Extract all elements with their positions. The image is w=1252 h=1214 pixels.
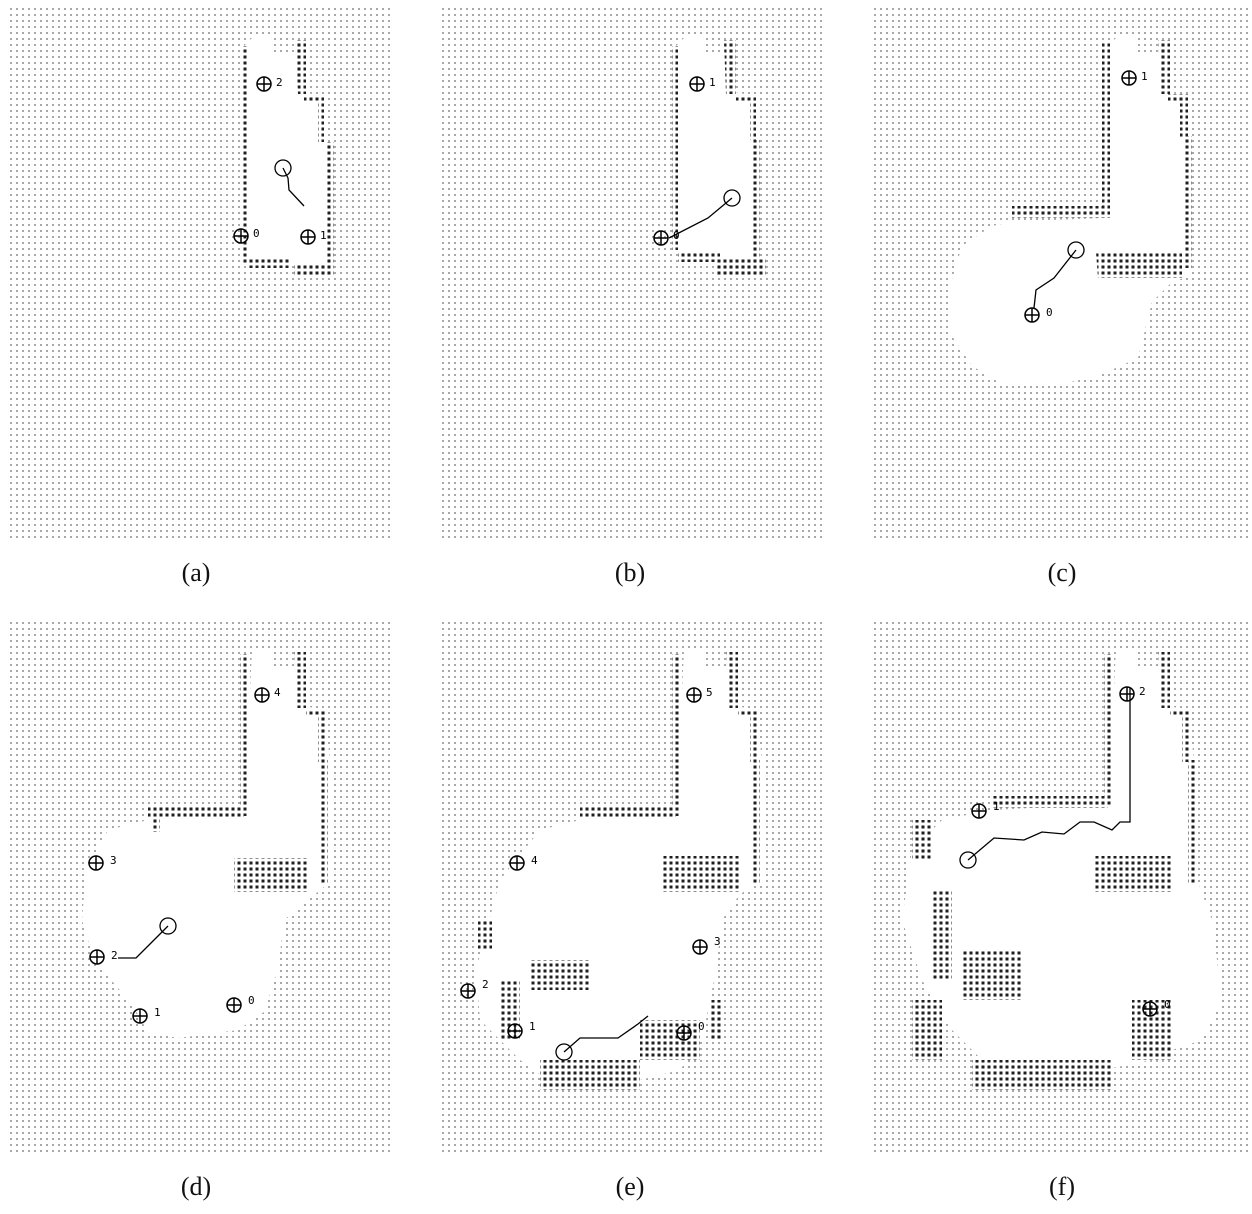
marker-e-4-label: 1 xyxy=(529,1020,536,1033)
panel-e: 5 4 3 2 1 0 xyxy=(440,620,824,1155)
marker-f-2-icon xyxy=(1142,1001,1158,1017)
robot-a xyxy=(274,159,305,207)
marker-b-0-label: 1 xyxy=(709,76,716,89)
marker-e-4-icon xyxy=(507,1023,523,1039)
marker-d-0-icon xyxy=(254,687,270,703)
unknown-area xyxy=(8,6,392,541)
marker-d-0-label: 4 xyxy=(274,686,281,699)
marker-e-3-label: 2 xyxy=(482,978,489,991)
marker-c-0-label: 1 xyxy=(1141,70,1148,83)
marker-c-1-icon xyxy=(1024,307,1040,323)
obstacle-cells xyxy=(912,652,1196,1090)
marker-c-1-label: 0 xyxy=(1046,306,1053,319)
map-d: 4 3 2 1 0 xyxy=(8,620,392,1155)
marker-e-3-icon xyxy=(460,983,476,999)
marker-a-0-icon xyxy=(256,76,272,92)
obstacle-cells xyxy=(478,652,760,1090)
panel-d: 4 3 2 1 0 xyxy=(8,620,392,1155)
marker-a-2-label: 1 xyxy=(320,229,327,242)
marker-b-1-label: 0 xyxy=(673,229,680,242)
panel-b: 1 0 xyxy=(440,6,824,541)
robot-e xyxy=(555,1015,649,1061)
marker-d-3-icon xyxy=(132,1008,148,1024)
robot-f xyxy=(959,688,1131,869)
panel-c: 1 0 xyxy=(872,6,1248,541)
panel-c-caption: (c) xyxy=(1047,558,1077,587)
marker-e-2-icon xyxy=(692,939,708,955)
robot-b xyxy=(668,189,741,239)
marker-c-0-icon xyxy=(1121,70,1137,86)
marker-d-1-label: 3 xyxy=(110,854,117,867)
marker-e-0-icon xyxy=(686,687,702,703)
marker-a-2-icon xyxy=(300,229,316,245)
obstacle-cells xyxy=(242,40,334,276)
marker-f-0-label: 2 xyxy=(1139,685,1146,698)
free-space xyxy=(244,36,332,272)
panel-a-caption: (a) xyxy=(181,558,211,587)
marker-e-1-icon xyxy=(509,855,525,871)
marker-e-0-label: 5 xyxy=(706,686,713,699)
map-a: 2 0 1 xyxy=(8,6,392,541)
panel-b-caption: (b) xyxy=(614,558,646,587)
marker-f-0-icon xyxy=(1119,686,1135,702)
marker-d-2-label: 2 xyxy=(111,949,118,962)
marker-d-4-label: 0 xyxy=(248,994,255,1007)
obstacle-cells xyxy=(672,40,766,276)
marker-b-0-icon xyxy=(689,76,705,92)
marker-e-1-label: 4 xyxy=(531,854,538,867)
free-space xyxy=(82,648,330,1038)
panel-a: 2 0 1 xyxy=(8,6,392,541)
free-space xyxy=(676,36,760,272)
marker-f-1-label: 1 xyxy=(993,800,1000,813)
marker-a-1-icon xyxy=(233,228,249,244)
unknown-area xyxy=(440,6,824,541)
marker-f-2-label: 0 xyxy=(1164,998,1171,1011)
map-f: 2 1 0 xyxy=(872,620,1248,1155)
free-space xyxy=(950,36,1190,386)
marker-e-5-icon xyxy=(676,1025,692,1041)
marker-a-1-label: 0 xyxy=(253,227,260,240)
marker-e-5-label: 0 xyxy=(698,1020,705,1033)
marker-d-1-icon xyxy=(88,855,104,871)
marker-f-1-icon xyxy=(971,803,987,819)
map-b: 1 0 xyxy=(440,6,824,541)
panel-f: 2 1 0 xyxy=(872,620,1248,1155)
panel-d-caption: (d) xyxy=(180,1172,212,1201)
marker-b-1-icon xyxy=(653,230,669,246)
marker-d-4-icon xyxy=(226,997,242,1013)
panel-e-caption: (e) xyxy=(615,1172,645,1201)
robot-c xyxy=(1033,241,1085,309)
map-e: 5 4 3 2 1 0 xyxy=(440,620,824,1155)
map-c: 1 0 xyxy=(872,6,1248,541)
marker-e-2-label: 3 xyxy=(714,935,721,948)
marker-d-2-icon xyxy=(89,949,105,965)
obstacle-cells xyxy=(1012,40,1192,278)
panel-f-caption: (f) xyxy=(1049,1172,1075,1201)
robot-d xyxy=(118,917,177,959)
marker-d-3-label: 1 xyxy=(154,1006,161,1019)
marker-a-0-label: 2 xyxy=(276,76,283,89)
